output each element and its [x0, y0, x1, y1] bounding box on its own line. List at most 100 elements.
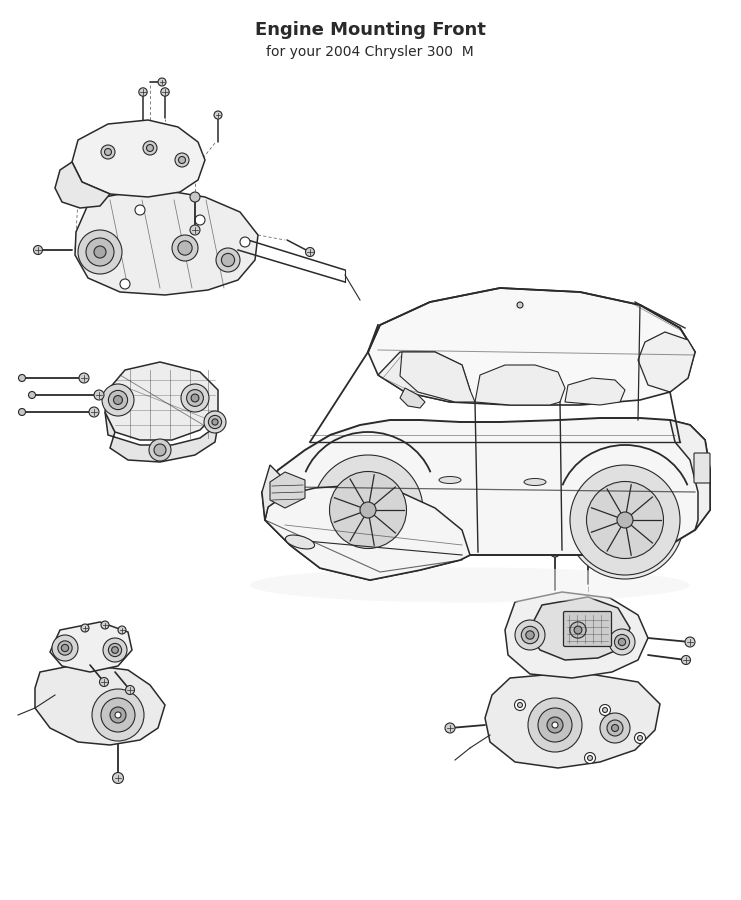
Circle shape — [101, 698, 135, 732]
Circle shape — [101, 145, 115, 159]
Circle shape — [58, 641, 72, 655]
Polygon shape — [265, 485, 470, 580]
Circle shape — [143, 141, 157, 155]
Circle shape — [78, 230, 122, 274]
Circle shape — [216, 248, 240, 272]
Circle shape — [135, 205, 145, 215]
Circle shape — [614, 634, 630, 650]
Polygon shape — [638, 332, 695, 392]
Polygon shape — [485, 672, 660, 768]
Circle shape — [120, 279, 130, 289]
Circle shape — [28, 392, 36, 399]
Circle shape — [139, 88, 147, 96]
Polygon shape — [383, 355, 468, 400]
Circle shape — [181, 384, 209, 412]
FancyBboxPatch shape — [563, 611, 611, 646]
Circle shape — [190, 225, 200, 235]
Circle shape — [92, 689, 144, 741]
Text: Engine Mounting Front: Engine Mounting Front — [255, 21, 485, 39]
Circle shape — [103, 638, 127, 662]
Polygon shape — [400, 352, 475, 402]
Circle shape — [330, 472, 407, 548]
Circle shape — [113, 772, 124, 784]
Circle shape — [682, 655, 691, 664]
Polygon shape — [75, 188, 258, 295]
Circle shape — [618, 638, 625, 645]
Circle shape — [158, 78, 166, 86]
Polygon shape — [262, 418, 710, 580]
Circle shape — [102, 384, 134, 416]
Circle shape — [309, 451, 427, 569]
Polygon shape — [262, 465, 285, 520]
Circle shape — [570, 622, 586, 638]
Circle shape — [305, 248, 314, 256]
Circle shape — [204, 411, 226, 433]
Polygon shape — [105, 362, 218, 440]
Circle shape — [33, 246, 42, 255]
Circle shape — [19, 409, 25, 416]
Circle shape — [178, 241, 192, 256]
Polygon shape — [475, 365, 565, 405]
Circle shape — [191, 394, 199, 402]
Polygon shape — [105, 412, 218, 462]
Polygon shape — [378, 352, 470, 402]
Circle shape — [94, 390, 104, 400]
Polygon shape — [565, 378, 625, 405]
Polygon shape — [270, 472, 305, 508]
Ellipse shape — [285, 535, 315, 549]
Polygon shape — [72, 120, 205, 197]
Circle shape — [208, 416, 222, 428]
Circle shape — [149, 439, 171, 461]
Circle shape — [637, 735, 642, 741]
Polygon shape — [368, 288, 695, 405]
Circle shape — [360, 502, 376, 518]
Ellipse shape — [250, 568, 690, 602]
Circle shape — [634, 733, 645, 743]
Circle shape — [86, 238, 114, 266]
Circle shape — [172, 235, 198, 261]
Circle shape — [609, 629, 635, 655]
Circle shape — [154, 444, 166, 456]
Circle shape — [602, 707, 608, 713]
Polygon shape — [505, 592, 648, 678]
Circle shape — [564, 616, 592, 644]
Polygon shape — [670, 420, 710, 530]
Circle shape — [514, 699, 525, 710]
Circle shape — [190, 192, 200, 202]
Circle shape — [118, 626, 126, 634]
Polygon shape — [50, 622, 132, 672]
Circle shape — [552, 722, 558, 728]
Circle shape — [617, 512, 633, 528]
Circle shape — [515, 620, 545, 650]
FancyBboxPatch shape — [694, 453, 710, 483]
Circle shape — [538, 708, 572, 742]
Circle shape — [566, 461, 684, 579]
Circle shape — [94, 246, 106, 258]
Circle shape — [108, 391, 127, 410]
Circle shape — [212, 418, 218, 425]
Circle shape — [574, 626, 582, 634]
Circle shape — [547, 717, 563, 733]
Circle shape — [222, 254, 235, 266]
Circle shape — [99, 678, 108, 687]
Circle shape — [611, 724, 619, 732]
Circle shape — [108, 644, 122, 657]
Circle shape — [570, 465, 680, 575]
Circle shape — [585, 752, 596, 763]
Circle shape — [79, 373, 89, 383]
Circle shape — [685, 637, 695, 647]
Circle shape — [526, 631, 534, 639]
Circle shape — [522, 626, 539, 644]
Circle shape — [517, 703, 522, 707]
Circle shape — [550, 547, 560, 557]
Circle shape — [161, 88, 169, 96]
Circle shape — [517, 302, 523, 308]
Circle shape — [195, 215, 205, 225]
Circle shape — [113, 395, 122, 404]
Circle shape — [600, 713, 630, 743]
Circle shape — [112, 646, 119, 653]
Circle shape — [607, 720, 623, 736]
Polygon shape — [35, 664, 165, 745]
Circle shape — [125, 686, 135, 695]
Circle shape — [89, 407, 99, 417]
